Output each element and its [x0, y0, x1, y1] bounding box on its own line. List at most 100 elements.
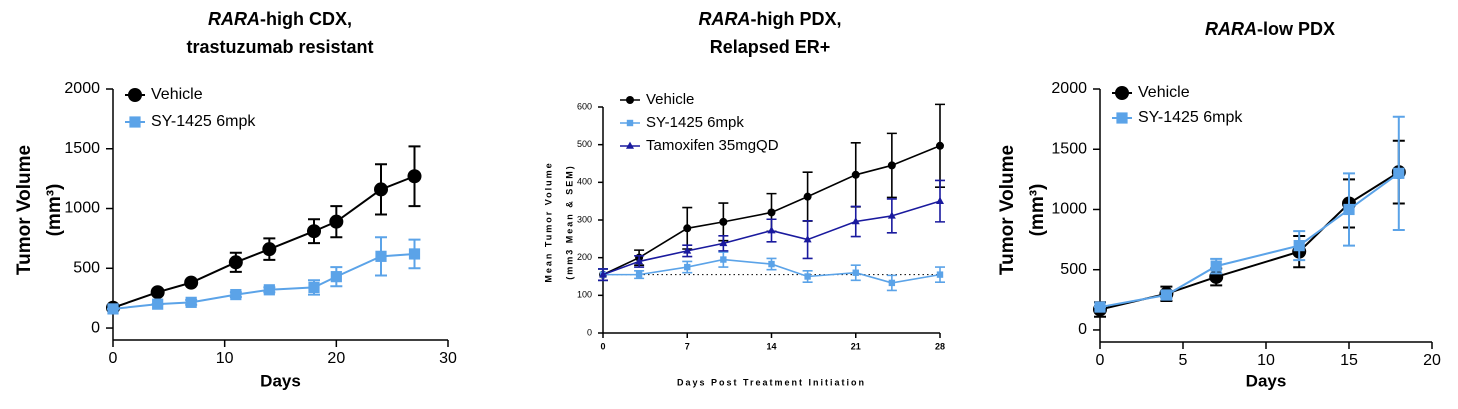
data-point	[262, 242, 277, 257]
legend-label: Vehicle	[1138, 84, 1190, 101]
legend-label: SY-1425 6mpk	[1138, 109, 1243, 126]
y-tick-label: 1500	[64, 140, 100, 157]
title-text: -high PDX,	[751, 9, 842, 29]
data-point	[307, 224, 321, 239]
y-tick-label: 300	[577, 214, 592, 224]
data-point	[407, 169, 422, 184]
chart-title: RARA-low PDX	[1205, 19, 1335, 39]
data-point	[719, 238, 728, 247]
x-tick-label: 28	[935, 341, 945, 351]
data-point	[150, 285, 165, 300]
x-tick-label: 10	[1257, 352, 1275, 369]
chart-title: RARA-high PDX,	[699, 9, 842, 29]
data-point	[1160, 289, 1172, 301]
x-tick-label: 20	[327, 350, 345, 367]
x-tick-label: 0	[600, 341, 605, 351]
y-tick-label: 1000	[1051, 201, 1087, 218]
data-point	[1393, 167, 1405, 179]
x-tick-label: 7	[685, 341, 690, 351]
y-axis-label: (mm³)	[44, 184, 65, 237]
y-tick-label: 100	[577, 290, 592, 300]
data-point	[768, 260, 775, 268]
legend-label: Vehicle	[646, 91, 694, 108]
title-text: -high CDX,	[260, 9, 352, 29]
data-point	[719, 217, 728, 226]
x-tick-label: 14	[766, 341, 776, 351]
x-tick-label: 0	[109, 350, 118, 367]
y-tick-label: 0	[587, 327, 592, 337]
data-point	[599, 270, 607, 278]
data-point	[1343, 203, 1355, 216]
x-axis-label: Days Post Treatment Initiation	[677, 377, 866, 387]
y-tick-label: 600	[577, 101, 592, 111]
chart-title: trastuzumab resistant	[186, 37, 373, 57]
x-tick-label: 21	[851, 341, 861, 351]
x-tick-label: 5	[1179, 352, 1188, 369]
data-point	[936, 141, 944, 150]
data-point	[683, 224, 692, 233]
data-point	[635, 257, 644, 265]
data-point	[228, 255, 243, 270]
data-point	[1094, 301, 1106, 313]
legend-marker	[1115, 86, 1129, 100]
y-axis-label: Mean Tumor Volume	[543, 161, 553, 282]
y-tick-label: 200	[577, 252, 592, 262]
data-point	[936, 271, 944, 278]
series-line	[1099, 171, 1400, 311]
x-tick-label: 15	[1340, 352, 1358, 369]
title-italic: RARA	[208, 9, 260, 29]
y-tick-label: 1500	[1051, 140, 1087, 157]
data-point	[330, 271, 342, 283]
x-tick-label: 30	[439, 350, 457, 367]
y-tick-label: 400	[577, 177, 592, 187]
legend-marker	[626, 119, 634, 127]
data-point	[635, 271, 643, 278]
data-point	[803, 192, 812, 201]
data-point	[185, 296, 197, 308]
title-text: -low PDX	[1257, 19, 1335, 39]
legend-label: SY-1425 6mpk	[646, 114, 744, 131]
chart-title: Relapsed ER+	[710, 37, 831, 57]
data-point	[803, 235, 812, 243]
data-point	[684, 263, 691, 271]
title-italic: RARA	[1205, 19, 1257, 39]
data-point	[184, 275, 199, 290]
y-tick-label: 2000	[64, 80, 100, 97]
data-point	[152, 298, 164, 310]
x-tick-label: 10	[216, 350, 234, 367]
data-point	[851, 170, 860, 179]
data-point	[887, 161, 896, 170]
legend-label: Tamoxifen 35mgQD	[646, 137, 779, 154]
x-axis-label: Days	[260, 371, 301, 390]
y-tick-label: 2000	[1051, 80, 1087, 97]
x-tick-label: 0	[1096, 352, 1105, 369]
data-point	[683, 246, 692, 254]
data-point	[767, 226, 776, 234]
data-point	[408, 248, 421, 260]
data-point	[107, 303, 119, 315]
y-tick-label: 0	[91, 319, 100, 336]
legend-label: SY-1425 6mpk	[151, 113, 256, 130]
y-tick-label: 1000	[64, 200, 100, 217]
x-tick-label: 20	[1423, 352, 1441, 369]
data-point	[852, 269, 859, 276]
data-point	[263, 284, 275, 296]
data-point	[1293, 240, 1305, 252]
y-axis-label: Tumor Volume	[14, 145, 35, 275]
y-tick-label: 500	[577, 139, 592, 149]
y-tick-label: 0	[1078, 321, 1087, 338]
y-axis-label: (mm³)	[1027, 184, 1048, 237]
legend-marker	[128, 88, 142, 102]
data-point	[329, 214, 344, 229]
data-point	[888, 279, 896, 287]
data-point	[375, 250, 387, 262]
y-tick-label: 500	[1060, 261, 1087, 278]
data-point	[308, 281, 320, 294]
legend-marker	[626, 96, 634, 104]
y-tick-label: 500	[73, 260, 100, 277]
legend-marker	[626, 141, 634, 149]
y-axis-label: (mm3 Mean & SEM)	[564, 164, 574, 280]
title-italic: RARA	[699, 9, 751, 29]
data-point	[1210, 260, 1222, 272]
